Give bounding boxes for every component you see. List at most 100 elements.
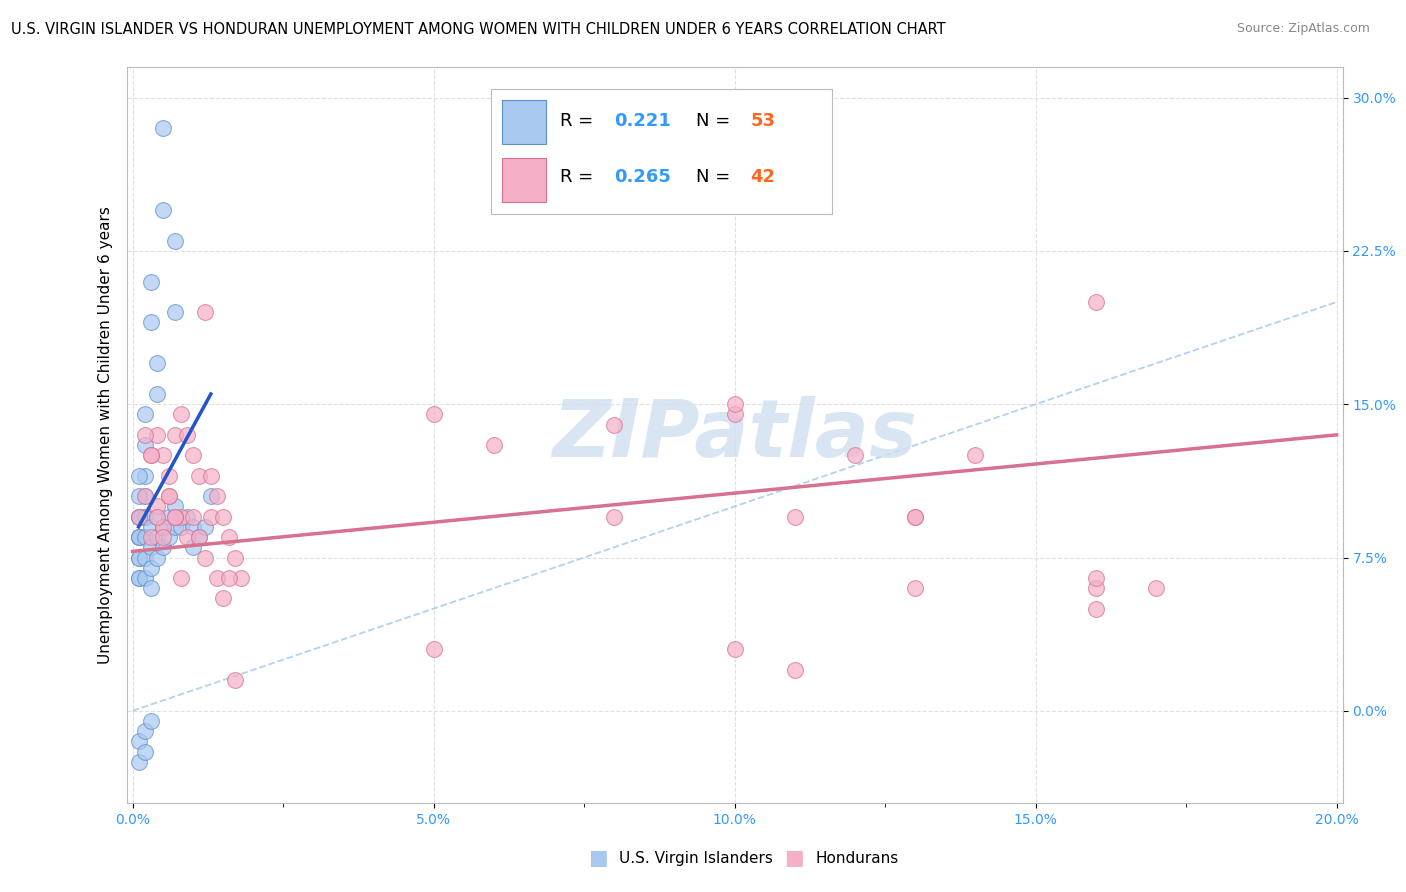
- Point: [1144, 581, 1167, 595]
- Point: [176, 428, 198, 442]
- Point: [128, 734, 150, 748]
- Point: [163, 428, 186, 442]
- Point: [134, 745, 156, 759]
- Point: [134, 489, 156, 503]
- Point: [224, 550, 246, 565]
- Point: [965, 448, 987, 462]
- Point: [783, 509, 806, 524]
- Point: [128, 468, 150, 483]
- Point: [181, 520, 204, 534]
- Point: [157, 509, 180, 524]
- Text: U.S. Virgin Islanders: U.S. Virgin Islanders: [619, 851, 772, 865]
- Point: [181, 448, 204, 462]
- Point: [163, 509, 186, 524]
- Point: [134, 509, 156, 524]
- Point: [181, 509, 204, 524]
- Point: [128, 550, 150, 565]
- Point: [134, 438, 156, 452]
- Point: [134, 489, 156, 503]
- Point: [128, 571, 150, 585]
- Point: [422, 408, 444, 422]
- Point: [200, 468, 222, 483]
- Point: [134, 428, 156, 442]
- Point: [128, 530, 150, 544]
- Point: [128, 509, 150, 524]
- Point: [904, 581, 927, 595]
- Point: [134, 724, 156, 739]
- Text: Hondurans: Hondurans: [815, 851, 898, 865]
- Point: [1084, 601, 1107, 615]
- Point: [218, 571, 240, 585]
- Point: [139, 541, 162, 555]
- Point: [157, 489, 180, 503]
- Point: [128, 530, 150, 544]
- Point: [157, 468, 180, 483]
- Point: [723, 642, 745, 657]
- Point: [139, 530, 162, 544]
- Point: [145, 428, 167, 442]
- Point: [163, 305, 186, 319]
- Point: [128, 530, 150, 544]
- Point: [200, 489, 222, 503]
- Point: [152, 448, 174, 462]
- Point: [128, 509, 150, 524]
- Point: [139, 714, 162, 728]
- Point: [145, 500, 167, 514]
- Point: [152, 520, 174, 534]
- Point: [157, 489, 180, 503]
- Point: [212, 509, 235, 524]
- Point: [783, 663, 806, 677]
- Point: [145, 550, 167, 565]
- Text: Source: ZipAtlas.com: Source: ZipAtlas.com: [1237, 22, 1371, 36]
- Point: [128, 550, 150, 565]
- Text: ZIPatlas: ZIPatlas: [553, 396, 917, 474]
- Point: [128, 489, 150, 503]
- Point: [1084, 571, 1107, 585]
- Y-axis label: Unemployment Among Women with Children Under 6 years: Unemployment Among Women with Children U…: [97, 206, 112, 664]
- Point: [139, 275, 162, 289]
- Point: [139, 520, 162, 534]
- Point: [145, 356, 167, 370]
- Point: [170, 520, 193, 534]
- Point: [139, 560, 162, 574]
- Point: [170, 571, 193, 585]
- Text: ■: ■: [785, 848, 804, 868]
- Point: [134, 550, 156, 565]
- Point: [482, 438, 505, 452]
- Point: [145, 509, 167, 524]
- Point: [187, 530, 209, 544]
- Text: ■: ■: [588, 848, 607, 868]
- Point: [603, 509, 626, 524]
- Point: [904, 509, 927, 524]
- Point: [187, 530, 209, 544]
- Point: [194, 305, 217, 319]
- Point: [145, 387, 167, 401]
- Point: [163, 520, 186, 534]
- Point: [224, 673, 246, 688]
- Point: [128, 509, 150, 524]
- Point: [723, 397, 745, 411]
- Point: [152, 520, 174, 534]
- Point: [134, 571, 156, 585]
- Point: [218, 530, 240, 544]
- Point: [128, 755, 150, 769]
- Text: U.S. VIRGIN ISLANDER VS HONDURAN UNEMPLOYMENT AMONG WOMEN WITH CHILDREN UNDER 6 : U.S. VIRGIN ISLANDER VS HONDURAN UNEMPLO…: [11, 22, 946, 37]
- Point: [603, 417, 626, 432]
- Point: [176, 530, 198, 544]
- Point: [152, 121, 174, 136]
- Point: [170, 509, 193, 524]
- Point: [163, 234, 186, 248]
- Point: [128, 571, 150, 585]
- Point: [134, 530, 156, 544]
- Point: [229, 571, 252, 585]
- Point: [139, 315, 162, 329]
- Point: [904, 509, 927, 524]
- Point: [134, 408, 156, 422]
- Point: [422, 642, 444, 657]
- Point: [134, 509, 156, 524]
- Point: [152, 530, 174, 544]
- Point: [152, 541, 174, 555]
- Point: [139, 581, 162, 595]
- Point: [205, 571, 228, 585]
- Point: [844, 448, 866, 462]
